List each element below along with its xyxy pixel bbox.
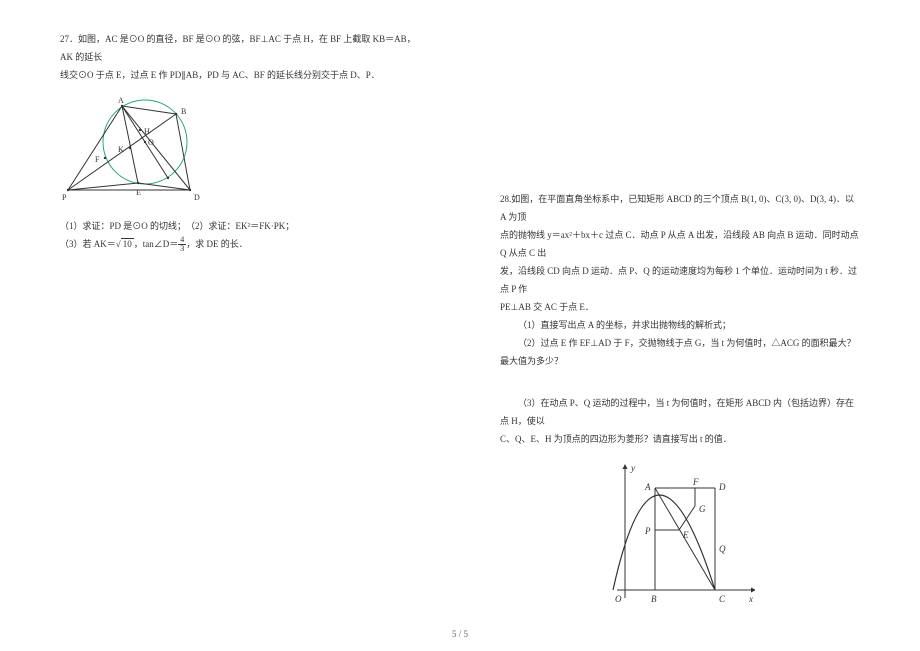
q28-text1d: PE⊥AB 交 AC 于点 E． [500, 302, 594, 312]
svg-text:P: P [62, 193, 67, 202]
q28-line2: 点的抛物线 y＝ax²＋bx＋c 过点 C．动点 P 从点 A 出发，沿线段 A… [500, 226, 860, 262]
q28-text1c: 发，沿线段 CD 向点 D 运动．点 P、Q 的运动速度均为每秒 1 个单位．运… [500, 266, 857, 294]
q28-sub2-text: （2）过点 E 作 EF⊥AD 于 F，交抛物线于点 G，当 t 为何值时，△A… [500, 338, 856, 366]
svg-text:B: B [651, 594, 657, 604]
q27-sub3: （3）若 AK＝√10，tan∠D＝43，求 DE 的长． [60, 235, 420, 253]
svg-text:F: F [95, 155, 100, 164]
q27-text1b: 线交⊙O 于点 E，过点 E 作 PD∥AB，PD 与 AC、BF 的延长线分别… [60, 70, 380, 80]
fraction: 43 [178, 236, 186, 253]
q28-sub2: （2）过点 E 作 EF⊥AD 于 F，交抛物线于点 G，当 t 为何值时，△A… [500, 334, 860, 370]
svg-text:A: A [644, 482, 651, 492]
svg-text:B: B [181, 107, 186, 116]
q27-sub3b: ，tan∠D＝ [134, 239, 179, 249]
svg-text:D: D [194, 193, 200, 202]
svg-text:Q: Q [719, 544, 726, 554]
svg-text:O: O [615, 594, 622, 604]
q27-number: 27． [60, 34, 78, 44]
svg-text:P: P [644, 526, 651, 536]
q28-sub3b-text: C、Q、E、H 为顶点的四边形为菱形？请直接写出 t 的值． [500, 434, 732, 444]
q28-line4: PE⊥AB 交 AC 于点 E． [500, 298, 860, 316]
svg-text:K: K [118, 145, 124, 154]
q28-sub1: （1）直接写出点 A 的坐标，并求出抛物线的解析式； [500, 316, 860, 334]
page: 27．如图，AC 是⊙O 的直径，BF 是⊙O 的弦，BF⊥AC 于点 H，在 … [0, 0, 920, 651]
q28-line1: 28.如图，在平面直角坐标系中，已知矩形 ABCD 的三个顶点 B(1, 0)、… [500, 190, 860, 226]
q27-sub3a: （3）若 AK＝ [60, 239, 116, 249]
svg-text:E: E [682, 530, 689, 540]
svg-text:C: C [719, 594, 726, 604]
spacer [500, 30, 860, 190]
sqrt-value: 10 [121, 238, 134, 249]
q28-sub3a: （3）在动点 P、Q 运动的过程中，当 t 为何值时，在矩形 ABCD 内（包括… [500, 394, 860, 430]
svg-text:H: H [144, 127, 150, 136]
q27-line2: 线交⊙O 于点 E，过点 E 作 PD∥AB，PD 与 AC、BF 的延长线分别… [60, 66, 420, 84]
svg-text:x: x [748, 594, 753, 604]
page-footer: 5 / 5 [0, 629, 920, 639]
q27-sub1-text: （1）求证：PD 是⊙O 的切线； （2）求证：EK²＝FK·PK； [60, 221, 294, 231]
q28-svg: A B C D P E F G Q Ox y [605, 460, 755, 610]
svg-text:G: G [699, 504, 706, 514]
frac-den: 3 [178, 245, 186, 253]
q28-number: 28. [500, 194, 511, 204]
q27-text1a: 如图，AC 是⊙O 的直径，BF 是⊙O 的弦，BF⊥AC 于点 H，在 BF … [60, 34, 416, 62]
svg-text:A: A [118, 96, 124, 105]
q28-line3: 发，沿线段 CD 向点 D 运动．点 P、Q 的运动速度均为每秒 1 个单位．运… [500, 262, 860, 298]
q28-text1b: 点的抛物线 y＝ax²＋bx＋c 过点 C．动点 P 从点 A 出发，沿线段 A… [500, 230, 859, 258]
spacer2 [500, 370, 860, 394]
q27-sub1: （1）求证：PD 是⊙O 的切线； （2）求证：EK²＝FK·PK； [60, 217, 420, 235]
svg-text:y: y [630, 463, 635, 473]
q28-sub3a-text: （3）在动点 P、Q 运动的过程中，当 t 为何值时，在矩形 ABCD 内（包括… [500, 398, 854, 426]
right-column: 28.如图，在平面直角坐标系中，已知矩形 ABCD 的三个顶点 B(1, 0)、… [460, 0, 920, 651]
left-column: 27．如图，AC 是⊙O 的直径，BF 是⊙O 的弦，BF⊥AC 于点 H，在 … [0, 0, 460, 651]
svg-text:F: F [692, 477, 699, 487]
q28-sub3b: C、Q、E、H 为顶点的四边形为菱形？请直接写出 t 的值． [500, 430, 860, 448]
q27-figure: A B H K E F P D O [60, 92, 420, 209]
q28-text1a: 如图，在平面直角坐标系中，已知矩形 ABCD 的三个顶点 B(1, 0)、C(3… [500, 194, 854, 222]
svg-text:O: O [148, 138, 154, 147]
svg-text:E: E [136, 188, 141, 197]
q28-sub1-text: （1）直接写出点 A 的坐标，并求出抛物线的解析式； [518, 320, 731, 330]
sqrt-symbol: √ [116, 239, 121, 249]
q27-sub3c: ，求 DE 的长． [186, 239, 248, 249]
svg-text:D: D [718, 482, 726, 492]
page-number: 5 / 5 [452, 629, 468, 639]
q27-line1: 27．如图，AC 是⊙O 的直径，BF 是⊙O 的弦，BF⊥AC 于点 H，在 … [60, 30, 420, 66]
q27-svg: A B H K E F P D O [60, 92, 200, 207]
q28-figure: A B C D P E F G Q Ox y [500, 460, 860, 610]
